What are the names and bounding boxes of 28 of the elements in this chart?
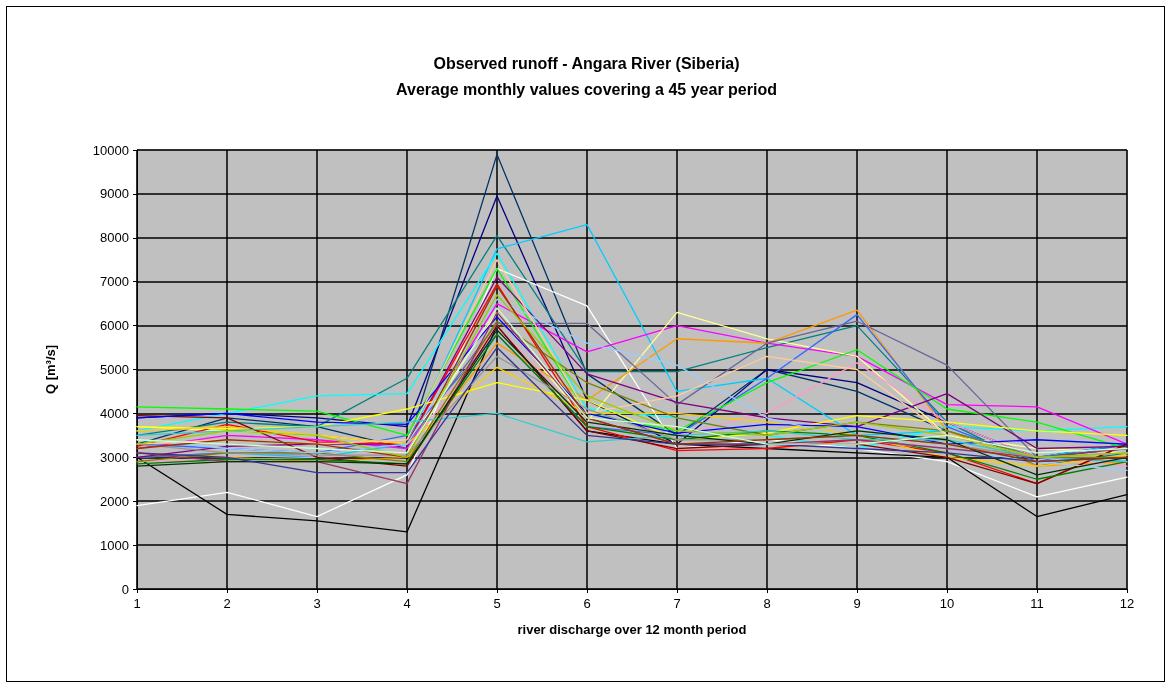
y-tick-label: 1000 bbox=[100, 537, 129, 553]
x-tick-label: 10 bbox=[939, 596, 955, 611]
x-tick-label: 1 bbox=[133, 596, 141, 611]
x-axis-title: river discharge over 12 month period bbox=[517, 622, 747, 637]
y-tick-label: 4000 bbox=[100, 405, 129, 421]
x-tick-label: 4 bbox=[403, 596, 411, 611]
y-tick-label: 0 bbox=[121, 581, 129, 597]
y-tick-label: 5000 bbox=[100, 362, 129, 377]
line-series bbox=[136, 382, 1128, 441]
x-tick-label: 3 bbox=[313, 596, 321, 611]
y-tick-label: 3000 bbox=[100, 449, 129, 465]
y-tick-label: 10000 bbox=[92, 142, 129, 158]
chart-title: Observed runoff - Angara River (Siberia) bbox=[433, 54, 740, 72]
x-tick-label: 8 bbox=[763, 596, 771, 611]
x-tick-label: 7 bbox=[673, 596, 681, 611]
x-tick-label: 9 bbox=[853, 596, 861, 611]
x-tick-label: 11 bbox=[1030, 596, 1044, 611]
y-tick-label: 6000 bbox=[100, 318, 129, 334]
y-tick-label: 9000 bbox=[100, 186, 129, 202]
x-tick-label: 6 bbox=[583, 596, 591, 611]
y-tick-label: 7000 bbox=[100, 274, 129, 290]
y-tick-label: 8000 bbox=[100, 230, 129, 246]
y-tick-label: 2000 bbox=[100, 493, 129, 509]
y-axis-title: Q [m³/s] bbox=[43, 344, 58, 395]
x-tick-label: 5 bbox=[493, 596, 501, 611]
x-tick-label: 2 bbox=[223, 596, 231, 611]
x-tick-label: 12 bbox=[1119, 596, 1135, 611]
chart-subtitle: Average monthly values covering a 45 year period bbox=[396, 80, 777, 98]
